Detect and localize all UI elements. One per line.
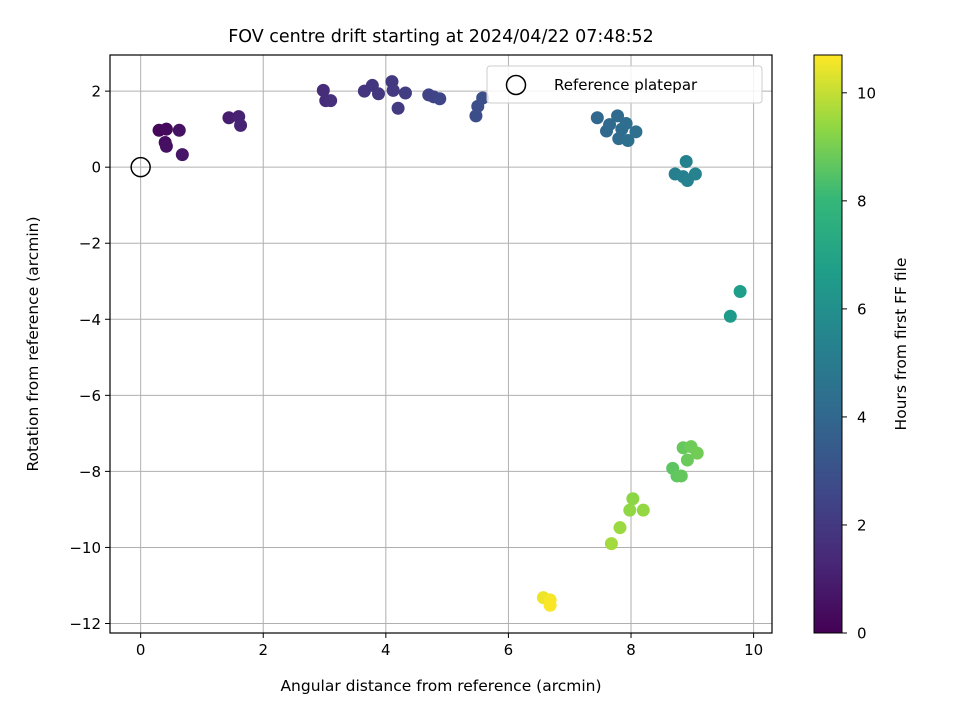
- data-point: [603, 118, 617, 132]
- data-point: [733, 285, 747, 299]
- x-axis-ticks: 0 2 4 6 8 10: [136, 633, 763, 659]
- data-points: [152, 75, 747, 612]
- data-point: [611, 109, 625, 123]
- data-point: [636, 503, 650, 517]
- data-point: [386, 83, 400, 97]
- colorbar-tick-label: 8: [857, 192, 867, 210]
- colorbar-gradient: [813, 54, 843, 634]
- data-point: [175, 148, 189, 162]
- data-point: [324, 94, 338, 108]
- y-tick-label: −2: [79, 235, 101, 253]
- data-point: [621, 134, 635, 148]
- legend-marker: [505, 74, 527, 96]
- data-point: [159, 122, 173, 136]
- colorbar-tick-label: 4: [857, 408, 867, 426]
- legend-label: Reference platepar: [554, 76, 698, 94]
- data-point: [674, 469, 688, 483]
- colorbar-tick-label: 2: [857, 516, 867, 534]
- colorbar: 0 2 4 6 8 10 Hours from first FF file: [813, 54, 910, 643]
- data-point: [688, 167, 702, 181]
- x-axis-label: Angular distance from reference (arcmin): [280, 677, 601, 695]
- data-point: [476, 91, 490, 105]
- y-tick-label: 0: [91, 159, 101, 177]
- x-tick-label: 0: [136, 641, 146, 659]
- y-axis-ticks: 2 0 −2 −4 −6 −8 −10 −12: [69, 83, 110, 633]
- x-tick-label: 10: [744, 641, 763, 659]
- y-tick-label: 2: [91, 83, 101, 101]
- data-point: [371, 87, 385, 101]
- data-point: [316, 83, 330, 97]
- colorbar-label: Hours from first FF file: [892, 258, 910, 431]
- data-point: [604, 537, 618, 551]
- y-tick-label: −12: [69, 615, 101, 633]
- data-point: [619, 116, 633, 130]
- data-point: [590, 111, 604, 125]
- data-point: [159, 139, 173, 153]
- x-tick-label: 8: [626, 641, 636, 659]
- y-tick-label: −6: [79, 387, 101, 405]
- colorbar-tick-label: 10: [857, 84, 876, 102]
- chart-title: FOV centre drift starting at 2024/04/22 …: [228, 27, 654, 47]
- data-point: [629, 125, 643, 139]
- legend-box: [486, 65, 763, 104]
- y-axis-label: Rotation from reference (arcmin): [24, 216, 42, 471]
- y-tick-label: −10: [69, 539, 101, 557]
- plot-frame: [109, 54, 773, 634]
- data-point: [626, 492, 640, 506]
- y-tick-label: −8: [79, 463, 101, 481]
- legend: Reference platepar: [486, 65, 763, 104]
- data-point: [391, 101, 405, 115]
- data-point: [398, 86, 412, 100]
- x-tick-label: 4: [381, 641, 391, 659]
- grid-lines: [110, 55, 772, 633]
- data-point: [172, 123, 186, 137]
- data-point: [623, 503, 637, 517]
- data-point: [690, 446, 704, 460]
- y-tick-label: −4: [79, 311, 101, 329]
- data-point: [234, 118, 248, 132]
- data-point: [543, 598, 557, 612]
- data-point: [613, 521, 627, 535]
- colorbar-tick-label: 6: [857, 300, 867, 318]
- reference-platepar-marker: [130, 156, 151, 178]
- colorbar-ticks: 0 2 4 6 8 10: [842, 84, 876, 643]
- colorbar-tick-label: 0: [857, 625, 867, 643]
- x-tick-label: 2: [258, 641, 268, 659]
- x-tick-label: 6: [504, 641, 514, 659]
- data-point: [680, 453, 694, 467]
- data-point: [433, 92, 447, 106]
- data-point: [222, 111, 236, 125]
- data-point: [723, 309, 737, 323]
- data-point: [679, 154, 693, 168]
